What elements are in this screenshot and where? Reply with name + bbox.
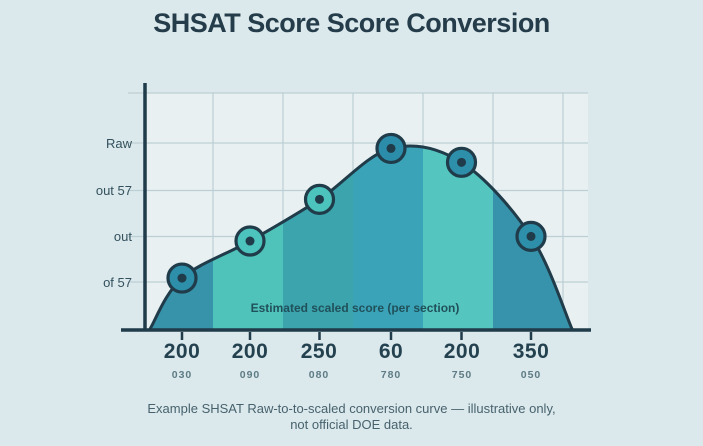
y-axis-label: of 57 <box>103 275 132 290</box>
chart-title: SHSAT Score Score Conversion <box>153 8 550 38</box>
y-axis-label: out 57 <box>95 183 132 198</box>
x-axis-tick-group: 200 750 <box>420 340 504 381</box>
x-axis-tick-label: 250 <box>300 340 338 363</box>
x-axis-tick-group: 250 080 <box>277 340 361 381</box>
x-axis-tick-label: 200 <box>231 340 269 363</box>
caption-line-1: Example SHSAT Raw-to-to-scaled conversio… <box>147 401 556 416</box>
x-axis-tick-group: 200 030 <box>140 340 224 381</box>
x-axis-tick-sublabel: 780 <box>380 369 402 381</box>
x-axis-tick-sublabel: 030 <box>171 369 193 381</box>
data-point-center-dot <box>177 273 187 283</box>
x-axis-tick-label: 350 <box>512 340 550 363</box>
x-axis-tick-group: 350 050 <box>489 340 573 381</box>
x-axis-tick-sublabel: 090 <box>239 369 261 381</box>
chart-caption: Example SHSAT Raw-to-to-scaled conversio… <box>0 401 703 433</box>
y-axis-label: Raw <box>105 136 132 151</box>
y-axis-label: out <box>113 229 132 244</box>
in-chart-annotation: Estimated scaled score (per section) <box>250 301 460 315</box>
x-axis-tick-label: 60 <box>378 340 404 363</box>
area-band <box>353 145 423 329</box>
x-axis-tick-sublabel: 750 <box>451 369 473 381</box>
x-axis-tick-sublabel: 050 <box>520 369 542 381</box>
x-axis-tick-group: 200 090 <box>208 340 292 381</box>
data-point-center-dot <box>386 143 396 153</box>
x-axis-tick-group: 60 780 <box>349 340 433 381</box>
data-point-center-dot <box>526 231 536 241</box>
data-point-center-dot <box>315 194 324 204</box>
x-axis-tick-sublabel: 080 <box>308 369 330 381</box>
x-axis-tick-label: 200 <box>163 340 201 363</box>
x-axis-tick-label: 200 <box>443 340 481 363</box>
caption-line-2: not official DOE data. <box>290 417 413 432</box>
data-point-center-dot <box>457 157 466 167</box>
data-point-center-dot <box>245 236 255 246</box>
